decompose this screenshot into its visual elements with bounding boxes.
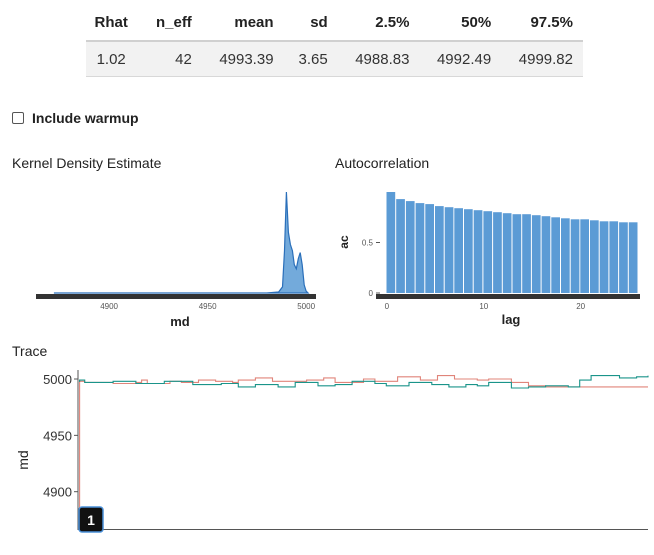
col-header-q50: 50% — [419, 6, 502, 42]
trace-line-chain-1 — [79, 375, 648, 531]
cell-q975: 4999.82 — [501, 41, 583, 77]
kde-x-axis-label: md — [170, 314, 190, 329]
ac-x-tick-label: 20 — [576, 302, 585, 311]
ac-bar — [512, 214, 522, 293]
ac-x-axis-bar — [376, 294, 640, 299]
cell-sd: 3.65 — [283, 41, 338, 77]
cell-n-eff: 42 — [140, 41, 202, 77]
ac-bar — [493, 212, 502, 293]
ac-y-ticks: 00.5 — [362, 239, 380, 298]
ac-bar — [444, 207, 454, 293]
cell-q025: 4988.83 — [337, 41, 420, 77]
ac-y-tick-label: 0.5 — [362, 239, 374, 248]
ac-y-tick-label: 0 — [369, 289, 374, 298]
ac-x-ticks: 0 10 20 — [385, 302, 586, 311]
trace-chart: 4900 4950 5000 md 1 — [15, 370, 649, 533]
ac-x-tick-label: 0 — [385, 302, 390, 311]
ac-bar — [405, 201, 415, 293]
kde-density-area — [53, 191, 310, 294]
ac-bar — [531, 215, 541, 293]
ac-bar — [561, 218, 570, 293]
kde-x-ticks: 4900 4950 5000 — [100, 302, 315, 311]
col-header-sd: sd — [283, 6, 338, 42]
ac-bar — [609, 221, 619, 293]
ac-bar — [435, 206, 444, 293]
chain-badge[interactable] — [78, 506, 104, 533]
chain-badge-label: 1 — [87, 512, 95, 528]
ac-x-axis-label: lag — [502, 312, 521, 327]
col-header-q975: 97.5% — [501, 6, 583, 42]
ac-x-tick-label: 10 — [479, 302, 488, 311]
autocorrelation-bars — [386, 192, 638, 294]
ac-bar — [464, 209, 473, 293]
include-warmup-toggle[interactable]: Include warmup — [12, 110, 139, 126]
ac-bar — [580, 219, 589, 293]
ac-bar — [628, 222, 638, 293]
ac-bar — [386, 192, 396, 293]
kde-x-axis-bar — [36, 294, 316, 299]
kde-x-tick-label: 5000 — [297, 302, 315, 311]
trace-title: Trace — [12, 343, 48, 359]
col-header-n-eff: n_eff — [140, 6, 202, 42]
cell-q50: 4992.49 — [419, 41, 502, 77]
ac-bar — [570, 219, 580, 293]
ac-bar — [541, 216, 551, 293]
summary-stats-table: Rhat n_eff mean sd 2.5% 50% 97.5% 1.02 4… — [86, 6, 583, 77]
cell-mean: 4993.39 — [201, 41, 284, 77]
ac-bar — [502, 213, 512, 293]
ac-bar — [599, 221, 609, 293]
ac-bar — [483, 211, 493, 293]
autocorrelation-chart: 00.5 0 10 20 ac lag — [337, 192, 640, 327]
trace-y-tick-label: 5000 — [43, 372, 72, 387]
col-header-mean: mean — [201, 6, 284, 42]
ac-bar — [425, 204, 434, 293]
trace-line-chain-2 — [79, 375, 649, 389]
kde-title: Kernel Density Estimate — [12, 155, 162, 171]
kde-x-tick-label: 4900 — [100, 302, 118, 311]
ac-bar — [590, 220, 599, 293]
ac-y-axis-label: ac — [337, 235, 351, 249]
stats-header-row: Rhat n_eff mean sd 2.5% 50% 97.5% — [86, 6, 583, 42]
trace-y-ticks: 4900 4950 5000 — [43, 372, 78, 500]
trace-y-tick-label: 4900 — [43, 485, 72, 500]
col-header-rhat: Rhat — [86, 6, 141, 42]
kde-plot-area — [53, 191, 310, 294]
trace-y-axis-label: md — [15, 450, 31, 469]
include-warmup-label: Include warmup — [32, 110, 139, 126]
kde-x-tick-label: 4950 — [199, 302, 217, 311]
ac-bar — [473, 210, 483, 293]
ac-bar — [551, 217, 560, 294]
ac-bar — [522, 214, 531, 293]
table-row: 1.02 42 4993.39 3.65 4988.83 4992.49 499… — [86, 41, 583, 77]
ac-bar — [454, 208, 463, 293]
trace-series — [79, 375, 649, 531]
ac-bar — [619, 222, 628, 293]
ac-bar — [415, 203, 425, 293]
cell-rhat: 1.02 — [86, 41, 141, 77]
autocorrelation-title: Autocorrelation — [335, 155, 430, 171]
kde-chart: 4900 4950 5000 md — [36, 191, 316, 329]
trace-y-tick-label: 4950 — [43, 428, 72, 443]
col-header-q025: 2.5% — [337, 6, 420, 42]
include-warmup-checkbox[interactable] — [12, 112, 24, 124]
ac-bar — [396, 199, 405, 293]
